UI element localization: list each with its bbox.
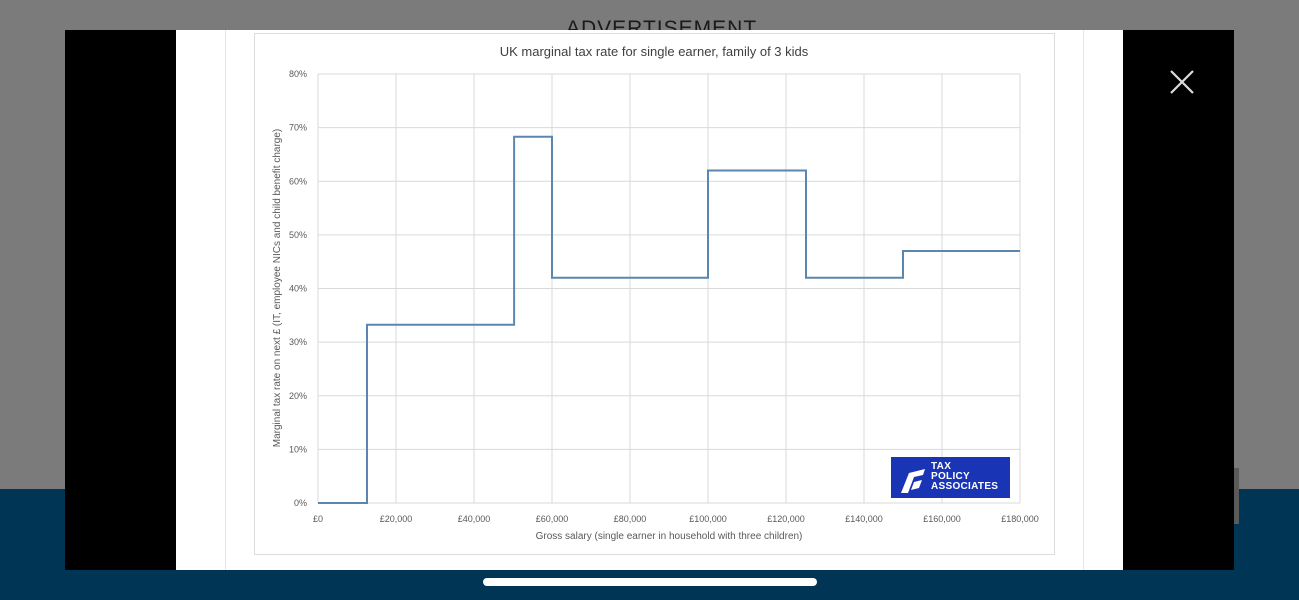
y-tick-label: 20% — [289, 391, 307, 401]
x-tick-label: £120,000 — [767, 514, 805, 524]
grid-layer — [317, 73, 1021, 504]
x-tick-label: £20,000 — [380, 514, 413, 524]
x-tick-label: £0 — [313, 514, 323, 524]
x-tick-label: £60,000 — [536, 514, 569, 524]
x-tick-label: £40,000 — [458, 514, 491, 524]
y-tick-label: 30% — [289, 337, 307, 347]
logo-line-3: ASSOCIATES — [931, 481, 999, 492]
x-tick-label: £160,000 — [923, 514, 961, 524]
y-tick-label: 50% — [289, 230, 307, 240]
y-tick-label: 80% — [289, 69, 307, 79]
y-tick-label: 40% — [289, 284, 307, 294]
document-edge-right — [1083, 30, 1084, 570]
series-layer — [317, 135, 1021, 504]
x-axis-label: Gross salary (single earner in household… — [536, 531, 803, 542]
y-axis-label: Marginal tax rate on next £ (IT, employe… — [272, 129, 283, 448]
tick-layer: 0% 10% 20% 30% 40% 50% 60% 70% 80% £0 £20,000 £40,0… — [289, 69, 1039, 524]
y-tick-label: 10% — [289, 444, 307, 454]
y-tick-label: 0% — [294, 498, 307, 508]
x-tick-label: £100,000 — [689, 514, 727, 524]
logo-line-1: TAX — [931, 461, 952, 472]
close-button[interactable] — [1162, 62, 1202, 102]
document-edge-left — [225, 30, 226, 570]
side-scroll-tab — [1234, 468, 1239, 524]
series-line — [318, 135, 1020, 504]
close-icon — [1170, 70, 1194, 94]
tax-policy-associates-logo: TAX POLICY ASSOCIATES — [891, 457, 1010, 498]
logo-line-2: POLICY — [931, 471, 971, 482]
home-indicator[interactable] — [483, 578, 817, 586]
chart-title: UK marginal tax rate for single earner, … — [500, 44, 809, 59]
y-tick-label: 60% — [289, 176, 307, 186]
x-tick-label: £140,000 — [845, 514, 883, 524]
x-tick-label: £180,000 — [1001, 514, 1039, 524]
x-tick-label: £80,000 — [614, 514, 647, 524]
y-tick-label: 70% — [289, 123, 307, 133]
tax-policy-associates-logo-icon — [901, 469, 925, 493]
logo-text: TAX POLICY ASSOCIATES — [931, 462, 998, 492]
